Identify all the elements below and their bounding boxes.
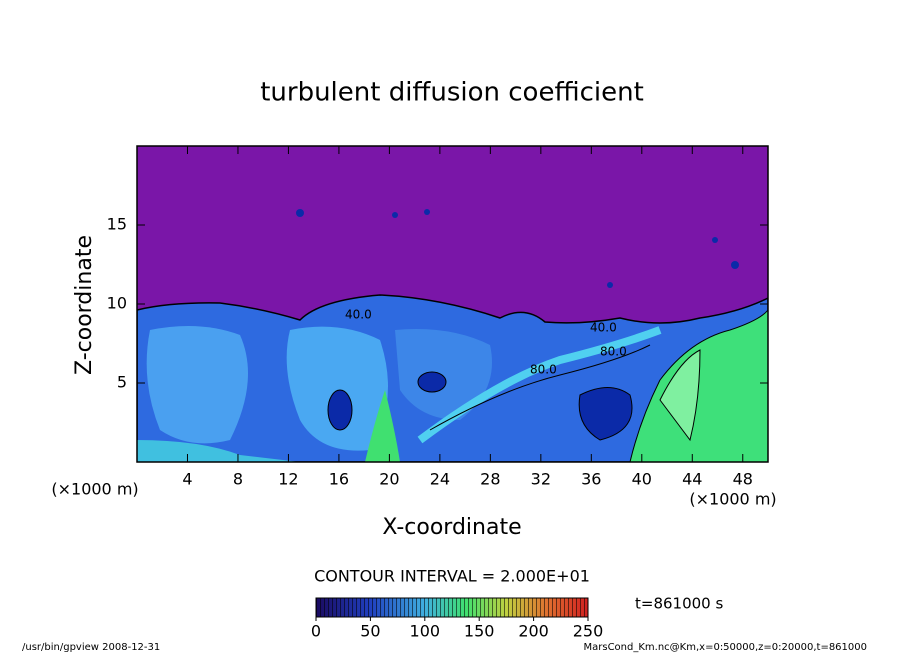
- y-unit: (×1000 m): [51, 480, 138, 499]
- chart-title: turbulent diffusion coefficient: [260, 78, 644, 108]
- contour-label: 80.0: [600, 345, 627, 359]
- y-tick-label: 5: [117, 373, 127, 392]
- contour-label: 40.0: [590, 321, 617, 335]
- contour-field: [137, 146, 768, 462]
- x-tick-label: 40: [632, 470, 652, 489]
- colorbar-tick-label: 200: [518, 622, 549, 641]
- y-tick-label: 15: [107, 215, 127, 234]
- x-tick-label: 8: [233, 470, 243, 489]
- x-tick-label: 36: [581, 470, 601, 489]
- colorbar-tick-label: 100: [410, 622, 441, 641]
- contour-label: 40.0: [345, 308, 372, 322]
- x-tick-label: 24: [430, 470, 450, 489]
- x-tick-label: 12: [278, 470, 298, 489]
- colorbar-stripes: [315, 597, 589, 618]
- x-unit: (×1000 m): [689, 490, 776, 509]
- colorbar-tick-label: 50: [360, 622, 380, 641]
- y-axis-title: Z-coordinate: [72, 235, 97, 375]
- contour-label: 80.0: [530, 363, 557, 377]
- x-tick-label: 4: [182, 470, 192, 489]
- y-tick-label: 10: [107, 294, 127, 313]
- colorbar-tick-label: 0: [311, 622, 321, 641]
- colorbar-tick-label: 150: [464, 622, 495, 641]
- footer-right: MarsCond_Km.nc@Km,x=0:50000,z=0:20000,t=…: [584, 642, 868, 653]
- x-tick-label: 48: [733, 470, 753, 489]
- x-axis-title: X-coordinate: [382, 515, 521, 540]
- footer-left: /usr/bin/gpview 2008-12-31: [22, 642, 160, 653]
- contour-interval: CONTOUR INTERVAL = 2.000E+01: [314, 567, 590, 586]
- x-tick-label: 20: [379, 470, 399, 489]
- x-tick-label: 44: [682, 470, 702, 489]
- x-tick-label: 32: [531, 470, 551, 489]
- x-tick-label: 16: [329, 470, 349, 489]
- time-label: t=861000 s: [635, 595, 723, 613]
- colorbar-tick-label: 250: [573, 622, 604, 641]
- x-tick-label: 28: [480, 470, 500, 489]
